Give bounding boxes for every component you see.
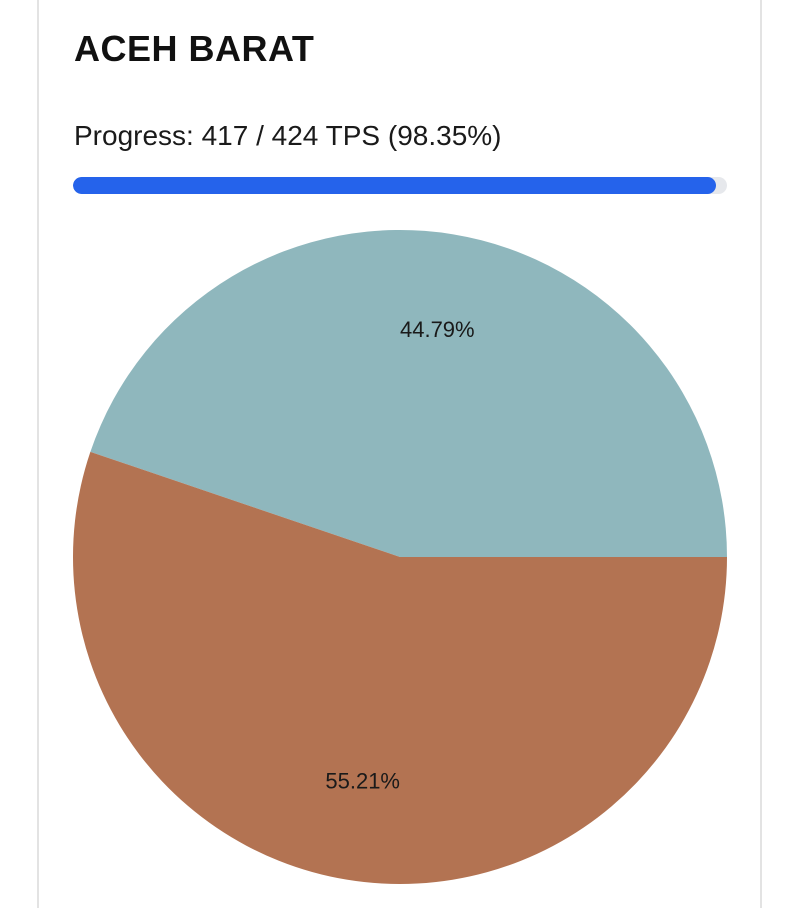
pie-slice-0 — [90, 230, 727, 558]
region-title: ACEH BARAT — [74, 28, 315, 69]
pie-slice-label-0: 44.79% — [400, 317, 475, 342]
progress-bar — [73, 177, 727, 194]
progress-bar-fill — [73, 177, 717, 194]
progress-label: Progress: 417 / 424 TPS (98.35%) — [74, 120, 502, 151]
pie-slice-1 — [72, 451, 728, 885]
pie-slice-label-1: 55.21% — [325, 769, 400, 794]
